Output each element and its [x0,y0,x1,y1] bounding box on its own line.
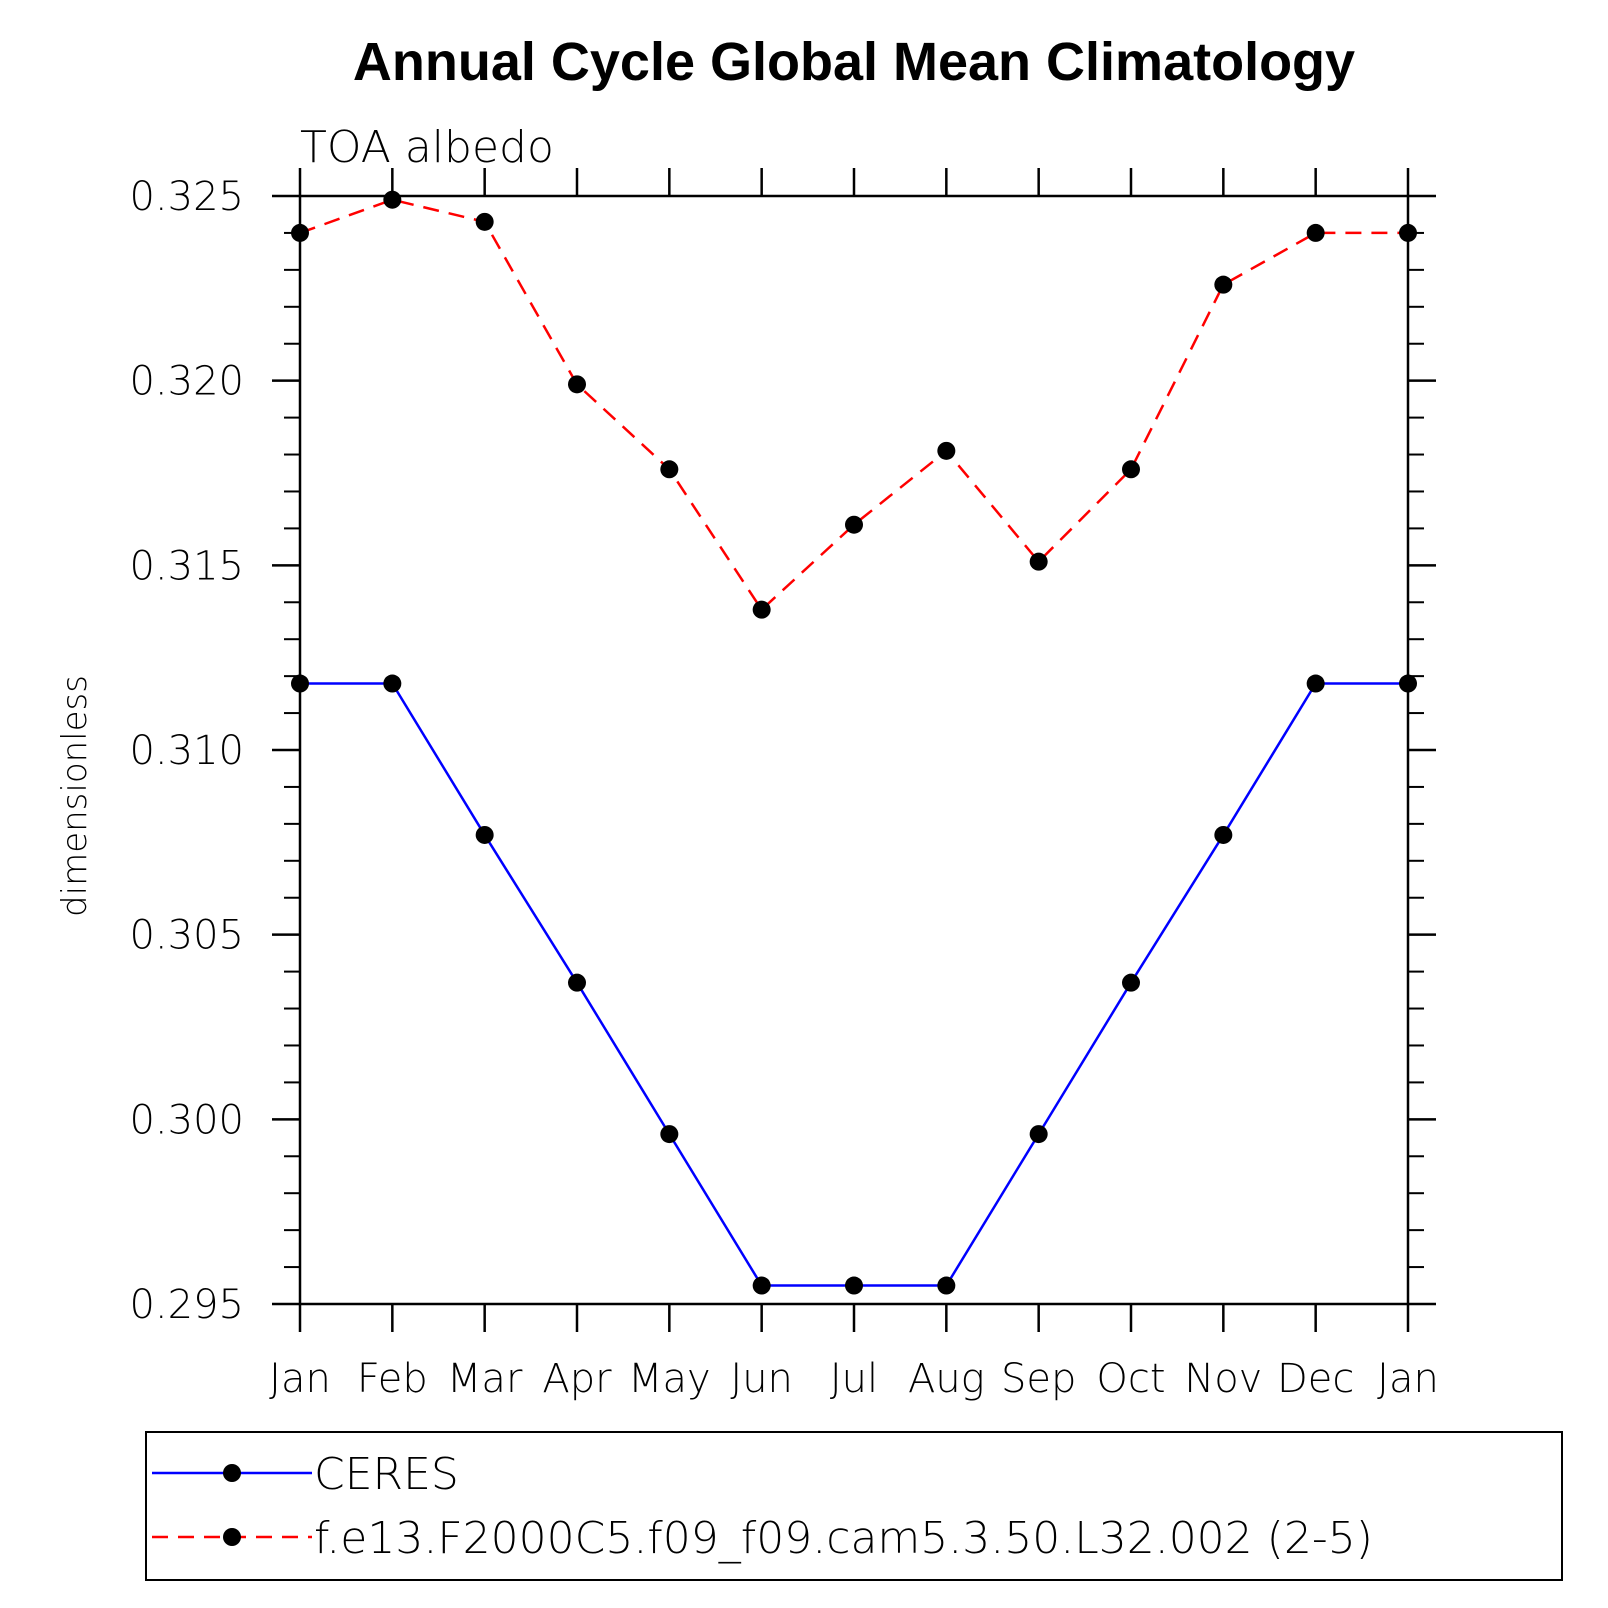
data-point-series-1 [383,190,402,209]
data-point-series-0 [383,674,402,693]
data-point-series-0 [1122,973,1140,992]
x-tick-label: Jan [1377,1356,1439,1402]
x-tick-label: Jan [269,1356,331,1402]
y-tick-label: 0.315 [129,543,244,589]
data-point-series-1 [1399,223,1417,242]
data-point-series-1 [568,375,586,394]
chart-title: Annual Cycle Global Mean Climatology [353,32,1355,92]
x-tick-label: Jul [830,1356,878,1402]
data-point-series-1 [845,515,863,534]
data-point-series-1 [660,460,679,479]
y-tick-label: 0.305 [129,913,244,959]
legend-label-model: f.e13.F2000C5.f09_f09.cam5.3.50.L32.002 … [314,1513,1373,1564]
x-tick-label: Aug [908,1356,985,1402]
legend: CERES f.e13.F2000C5.f09_f09.cam5.3.50.L3… [145,1431,1563,1581]
legend-marker-model [223,1528,241,1546]
y-tick-label: 0.310 [129,728,244,774]
data-point-series-0 [845,1276,863,1295]
data-point-series-0 [475,825,494,844]
data-point-series-1 [1306,223,1325,242]
data-point-series-0 [660,1125,679,1144]
data-point-series-0 [1029,1125,1048,1144]
x-axis-ticks: Jan Feb Mar Apr May Jun Jul Aug Sep Oct Nov Dec Jan [269,168,1439,1402]
legend-marker-ceres [223,1464,241,1482]
x-tick-label: Feb [357,1356,428,1402]
data-point-series-0 [1306,674,1325,693]
y-tick-label: 0.320 [129,359,244,405]
series-layer [291,190,1417,1295]
y-axis-ticks: 0.295 0.300 0.305 0.310 0.315 0.320 0.325 [129,174,1436,1328]
x-tick-label: Sep [1001,1356,1076,1402]
chart-subtitle: TOA albedo [300,122,554,173]
series-line-1 [299,198,1408,612]
legend-label-ceres: CERES [314,1449,459,1500]
y-tick-label: 0.325 [129,174,244,220]
legend-box [145,1431,1563,1581]
x-tick-label: Apr [542,1356,612,1402]
x-tick-label: Dec [1277,1356,1354,1402]
data-point-series-1 [475,212,494,231]
data-point-series-1 [1122,460,1140,479]
data-point-series-1 [752,600,771,619]
plot-frame [298,194,1410,1306]
y-tick-label: 0.295 [129,1282,244,1328]
x-tick-label: Mar [447,1356,523,1402]
x-tick-label: Nov [1184,1356,1262,1402]
y-axis-label: dimensionless [55,675,95,917]
x-tick-label: Oct [1096,1356,1165,1402]
data-point-series-0 [937,1276,956,1295]
x-tick-label: May [628,1356,711,1402]
data-point-series-1 [1029,552,1048,571]
data-point-series-1 [937,441,956,460]
data-point-series-1 [1214,275,1233,294]
x-tick-label: Jun [730,1356,793,1402]
data-point-series-0 [752,1276,771,1295]
data-point-series-0 [1399,674,1417,693]
data-point-series-0 [1214,825,1233,844]
y-tick-label: 0.300 [129,1097,244,1143]
series-line-0 [300,682,1408,1287]
data-point-series-1 [291,223,309,242]
data-point-series-0 [291,674,309,693]
data-point-series-0 [568,973,586,992]
